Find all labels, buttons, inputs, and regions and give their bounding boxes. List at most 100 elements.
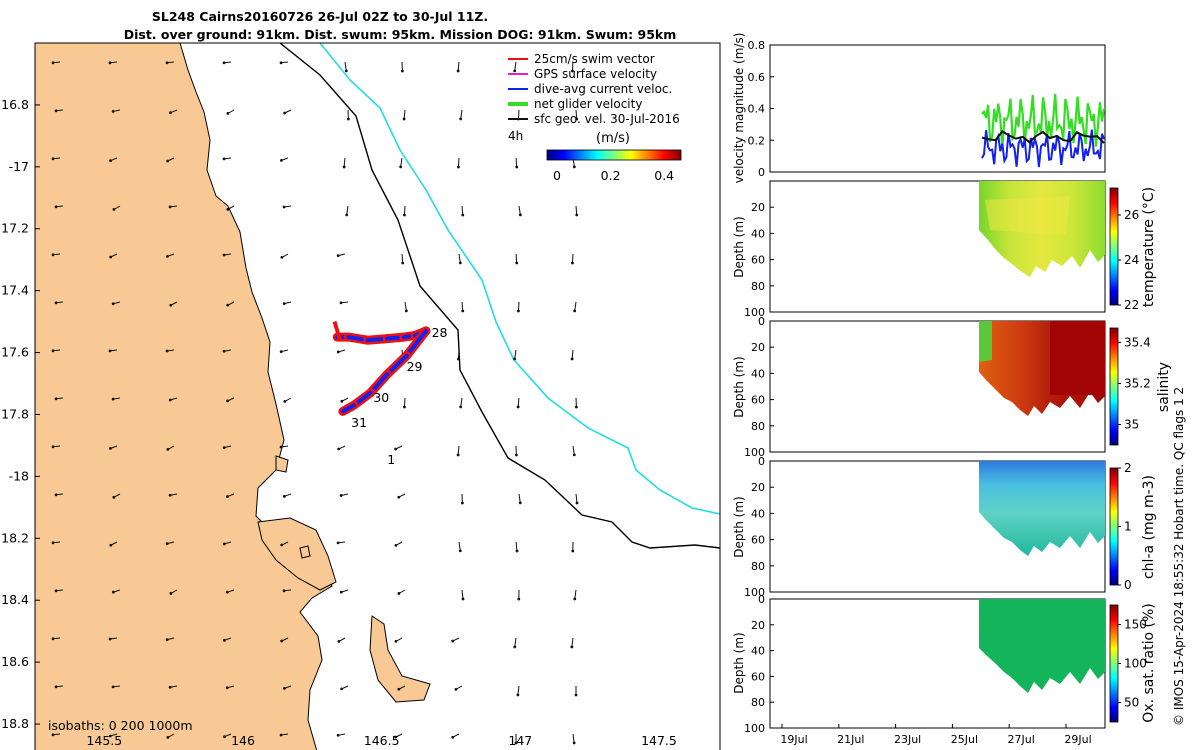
geo-velocity-arrow: [225, 589, 235, 594]
colorbar-tick-label: 35: [1124, 417, 1139, 431]
depth-tick-label: 100: [744, 446, 765, 459]
geo-velocity-arrow: [108, 637, 118, 641]
geo-velocity-arrow: [340, 685, 349, 691]
map-y-tick-label: 17.6: [1, 345, 29, 360]
geo-velocity-arrow: [279, 349, 289, 353]
geo-velocity-arrow: [54, 205, 64, 209]
depth-tick-label: 0: [758, 315, 765, 328]
geo-velocity-arrow: [570, 637, 574, 649]
legend-item: 25cm/s swim vector: [508, 52, 655, 66]
geo-velocity-arrow: [111, 301, 121, 306]
depth-tick-label: 80: [751, 280, 765, 293]
geo-velocity-arrow: [225, 685, 235, 690]
legend-label: 25cm/s swim vector: [534, 52, 655, 66]
geo-velocity-arrow: [515, 157, 519, 169]
geo-velocity-arrow: [226, 109, 235, 115]
geo-velocity-arrow: [397, 685, 406, 691]
legend-label: net glider velocity: [534, 97, 642, 111]
geo-velocity-arrow: [336, 349, 346, 354]
geo-velocity-arrow: [461, 205, 465, 217]
geo-velocity-arrow: [571, 61, 574, 73]
geo-velocity-arrow: [54, 109, 64, 113]
geo-velocity-arrow: [461, 301, 465, 313]
depth-tick-label: 100: [744, 586, 765, 599]
geo-velocity-arrow: [54, 493, 64, 497]
geo-velocity-arrow: [461, 589, 465, 601]
map-y-tick-label: 18.8: [1, 716, 29, 731]
speed-colorbar-ticks: 0 0.2 0.4: [553, 168, 674, 183]
geo-velocity-arrow: [51, 349, 61, 353]
geo-velocity-arrow: [279, 733, 289, 737]
oxygen-panel: 0 20 40 60 80 100 Depth (m) 50 100 150 Ox. sat.…: [732, 593, 1157, 746]
geo-velocity-arrow: [400, 61, 404, 73]
depth-tick-label: 20: [751, 619, 765, 632]
geo-velocity-arrow: [574, 397, 578, 409]
colorbar-tick-label: 50: [1124, 696, 1139, 710]
day-label: 29: [407, 359, 423, 374]
depth-tick-label: 80: [751, 560, 765, 573]
legend-label: dive-avg current veloc.: [534, 82, 672, 96]
island: [275, 455, 289, 473]
chlorophyll-colorbar-ticks: 0 1 2: [1118, 461, 1132, 592]
geo-velocity-arrow: [456, 61, 460, 73]
geo-velocity-arrow: [344, 61, 348, 73]
swim-vector-segment: [332, 321, 342, 341]
geo-velocity-arrow: [282, 205, 292, 209]
oxygen-ylabel: Depth (m): [732, 632, 746, 693]
geo-velocity-arrow: [394, 445, 403, 451]
geo-velocity-arrow: [168, 685, 178, 689]
geo-velocity-arrow: [399, 157, 403, 169]
geo-velocity-arrow: [51, 733, 61, 737]
velocity-y-ticks: 0 0.2 0.4 0.6 0.8: [748, 39, 774, 179]
chlorophyll-panel: 0 20 40 60 80 100 Depth (m) 0 1 2 chl-a (mg m-3…: [732, 455, 1157, 599]
geo-velocity-arrow: [518, 493, 522, 505]
geo-velocity-arrow: [513, 61, 517, 73]
geo-velocity-arrow: [575, 205, 579, 217]
geo-velocity-arrow: [572, 445, 576, 457]
geo-velocity-arrow: [51, 541, 61, 545]
geo-velocity-arrow: [516, 685, 520, 697]
geo-velocity-arrow: [280, 637, 289, 643]
geo-velocity-arrow: [458, 541, 462, 553]
depth-tick-label: 40: [751, 645, 765, 658]
chlorophyll-field: [979, 461, 1105, 556]
chlorophyll-colorbar: [1109, 467, 1119, 586]
geo-velocity-arrow: [404, 301, 408, 313]
current-velocity-line: [981, 129, 1105, 168]
geo-velocity-arrow: [283, 493, 292, 498]
depth-tick-label: 60: [751, 394, 765, 407]
salinity-y-ticks: 0 20 40 60 80 100: [744, 315, 774, 459]
depth-tick-label: 100: [744, 722, 765, 735]
depth-tick-label: 20: [751, 481, 765, 494]
colorbar-tick-label: 150: [1124, 618, 1147, 632]
geo-velocity-arrow: [166, 445, 175, 451]
glider-track: [332, 321, 431, 416]
map-y-tick-label: 16.8: [1, 97, 29, 112]
day-labels: 28 29 30 31 1: [351, 325, 447, 467]
geo-velocity-arrow: [109, 253, 118, 259]
geo-velocity-arrow: [282, 301, 292, 306]
map-x-tick-label: 146: [231, 733, 255, 748]
date-tick-label: 25Jul: [951, 733, 978, 746]
map-y-tick-label: 18.6: [1, 654, 29, 669]
geo-velocity-arrow: [403, 205, 406, 217]
credit-text: © IMOS 15-Apr-2024 18:55:32 Hobart time.…: [1172, 386, 1186, 726]
depth-tick-label: 20: [751, 341, 765, 354]
colorbar-tick-label: 26: [1124, 208, 1139, 222]
geo-velocity-arrow: [394, 637, 403, 643]
geo-velocity-arrow: [573, 589, 577, 601]
geo-velocity-arrow: [111, 109, 121, 113]
island: [299, 545, 311, 559]
geo-velocity-arrow: [283, 685, 292, 690]
geo-velocity-arrow: [340, 397, 349, 403]
depth-tick-label: 80: [751, 696, 765, 709]
velocity-tick-label: 0.6: [748, 71, 766, 84]
geo-velocity-arrow: [280, 253, 289, 259]
salinity-fresh-patch: [979, 321, 992, 362]
date-tick-label: 29Jul: [1064, 733, 1091, 746]
oxygen-colorbar-label: Ox. sat. ratio (%): [1141, 603, 1157, 722]
geo-velocity-arrow: [339, 589, 349, 594]
depth-tick-label: 60: [751, 670, 765, 683]
geo-velocity-arrow: [397, 493, 406, 499]
geo-velocity-arrow: [226, 205, 235, 211]
